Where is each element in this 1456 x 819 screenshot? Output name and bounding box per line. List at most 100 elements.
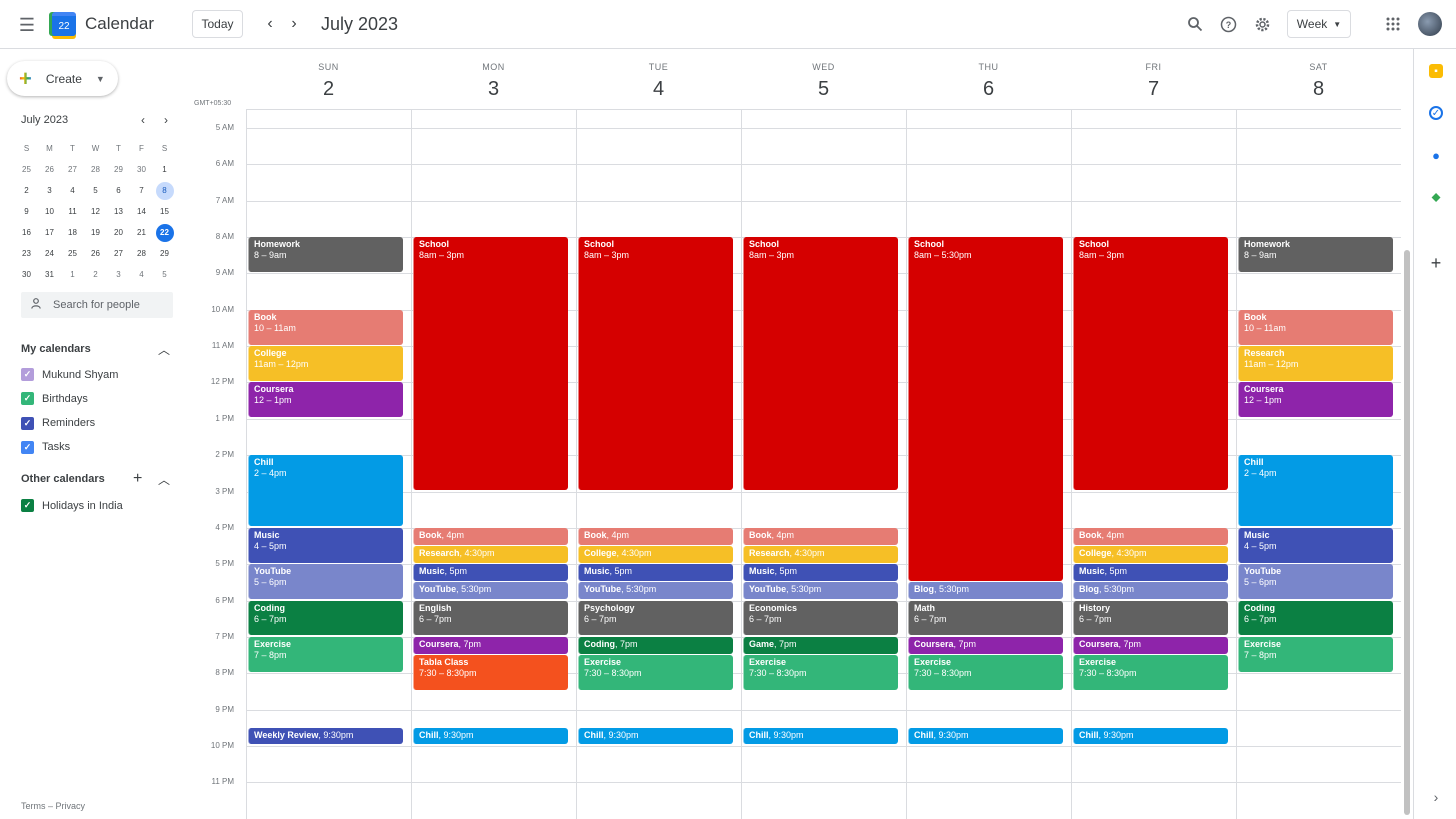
calendar-event[interactable]: Exercise 7:30 – 8:30pm (578, 655, 733, 690)
mini-day[interactable]: 24 (38, 249, 61, 258)
checkbox-icon[interactable]: ✓ (21, 416, 34, 430)
day-date[interactable]: 3 (487, 78, 500, 100)
calendar-event[interactable]: College, 4:30pm (578, 546, 733, 563)
mini-day[interactable]: 21 (130, 228, 153, 237)
calendar-event[interactable]: YouTube, 5:30pm (413, 582, 568, 600)
checkbox-icon[interactable]: ✓ (21, 440, 34, 454)
calendar-event[interactable]: Book 10 – 11am (248, 309, 403, 345)
mini-day[interactable]: 29 (153, 249, 176, 258)
mini-day[interactable]: 19 (84, 228, 107, 237)
mini-day[interactable]: 6 (107, 186, 130, 195)
calendar-event[interactable]: Coursera, 7pm (908, 636, 1063, 654)
calendar-event[interactable]: YouTube 5 – 6pm (1238, 564, 1393, 600)
calendar-event[interactable]: Music, 5pm (413, 564, 568, 581)
calendar-event[interactable]: Chill, 9:30pm (908, 727, 1063, 745)
mini-day[interactable]: 12 (84, 207, 107, 216)
calendar-event[interactable]: Exercise 7:30 – 8:30pm (1073, 655, 1228, 690)
day-date[interactable]: 2 (322, 78, 335, 100)
apps-grid-icon[interactable] (1382, 13, 1404, 35)
calendar-event[interactable]: Homework 8 – 9am (248, 237, 403, 272)
calendar-event[interactable]: Weekly Review, 9:30pm (248, 727, 403, 745)
contacts-icon[interactable]: ● (1429, 148, 1443, 163)
calendar-event[interactable]: Chill, 9:30pm (413, 727, 568, 745)
calendar-event[interactable]: YouTube, 5:30pm (743, 582, 898, 600)
mini-next-month-button[interactable]: › (164, 113, 168, 127)
mini-day[interactable]: 7 (130, 186, 153, 195)
calendar-event[interactable]: YouTube 5 – 6pm (248, 564, 403, 600)
mini-day[interactable]: 5 (153, 270, 176, 279)
app-title[interactable]: Calendar (85, 14, 154, 33)
calendar-item[interactable]: ✓ Holidays in India (21, 499, 123, 512)
calendar-item[interactable]: ✓ Birthdays (21, 392, 88, 406)
chevron-up-icon[interactable]: ︿ (158, 473, 171, 487)
mini-day[interactable]: 16 (15, 228, 38, 237)
mini-day[interactable]: 27 (61, 165, 84, 174)
calendar-event[interactable]: Exercise 7:30 – 8:30pm (908, 655, 1063, 690)
mini-day[interactable]: 15 (153, 207, 176, 216)
calendar-event[interactable]: Music, 5pm (743, 564, 898, 581)
mini-day[interactable]: 2 (84, 270, 107, 279)
calendar-event[interactable]: Economics 6 – 7pm (743, 600, 898, 636)
calendar-event[interactable]: Book 10 – 11am (1238, 309, 1393, 345)
main-menu-icon[interactable]: ☰ (18, 14, 36, 35)
day-header[interactable]: MON 3 (411, 62, 576, 101)
calendar-event[interactable]: Chill, 9:30pm (578, 727, 733, 745)
day-date[interactable]: 8 (1312, 78, 1325, 100)
calendar-event[interactable]: Book, 4pm (413, 527, 568, 545)
day-date[interactable]: 7 (1147, 78, 1160, 100)
calendar-event[interactable]: Exercise 7 – 8pm (1238, 636, 1393, 672)
calendar-event[interactable]: Coding 6 – 7pm (1238, 600, 1393, 636)
calendar-event[interactable]: School 8am – 3pm (1073, 237, 1228, 490)
calendar-event[interactable]: Music, 5pm (578, 564, 733, 581)
settings-gear-icon[interactable] (1251, 13, 1273, 35)
tasks-icon[interactable]: ✓ (1429, 106, 1443, 120)
calendar-event[interactable]: Music 4 – 5pm (248, 527, 403, 563)
mini-day[interactable]: 17 (38, 228, 61, 237)
calendar-event[interactable]: Blog, 5:30pm (1073, 582, 1228, 600)
calendar-event[interactable]: School 8am – 3pm (413, 237, 568, 490)
mini-day[interactable]: 28 (84, 165, 107, 174)
calendar-event[interactable]: Math 6 – 7pm (908, 600, 1063, 636)
grid-scrollbar[interactable] (1404, 250, 1410, 815)
calendar-event[interactable]: Coursera, 7pm (413, 636, 568, 654)
account-avatar[interactable] (1418, 12, 1442, 36)
mini-day[interactable]: 4 (61, 186, 84, 195)
calendar-event[interactable]: Psychology 6 – 7pm (578, 600, 733, 636)
calendar-event[interactable]: Research 11am – 12pm (1238, 346, 1393, 381)
calendar-event[interactable]: Research, 4:30pm (413, 546, 568, 563)
hide-panel-icon[interactable]: › (1429, 789, 1443, 805)
day-date[interactable]: 5 (817, 78, 830, 100)
add-addon-icon[interactable]: + (1429, 252, 1443, 273)
checkbox-icon[interactable]: ✓ (21, 499, 34, 512)
calendar-item[interactable]: ✓ Reminders (21, 416, 95, 430)
mini-day[interactable]: 30 (15, 270, 38, 279)
calendar-event[interactable]: College, 4:30pm (1073, 546, 1228, 563)
today-button[interactable]: Today (192, 10, 243, 38)
mini-day[interactable]: 28 (130, 249, 153, 258)
my-calendars-heading[interactable]: My calendars (21, 343, 91, 355)
calendar-event[interactable]: Chill, 9:30pm (743, 727, 898, 745)
create-button[interactable]: + Create ▼ (7, 61, 118, 96)
add-calendar-icon[interactable]: + (133, 470, 143, 487)
maps-icon[interactable]: ⬥ (1429, 189, 1443, 204)
other-calendars-heading[interactable]: Other calendars (21, 473, 105, 485)
chevron-up-icon[interactable]: ︿ (158, 343, 171, 357)
mini-day[interactable]: 26 (84, 249, 107, 258)
mini-day[interactable]: 1 (153, 165, 176, 174)
day-header[interactable]: WED 5 (741, 62, 906, 101)
day-header[interactable]: TUE 4 (576, 62, 741, 101)
calendar-event[interactable]: Coding, 7pm (578, 636, 733, 654)
calendar-logo-icon[interactable]: 22 (52, 12, 76, 36)
mini-day[interactable]: 3 (38, 186, 61, 195)
calendar-item[interactable]: ✓ Mukund Shyam (21, 368, 118, 381)
day-date[interactable]: 4 (652, 78, 665, 100)
day-header[interactable]: FRI 7 (1071, 62, 1236, 101)
calendar-event[interactable]: Homework 8 – 9am (1238, 237, 1393, 272)
calendar-item[interactable]: ✓ Tasks (21, 440, 70, 454)
mini-day[interactable]: 18 (61, 228, 84, 237)
calendar-event[interactable]: Chill 2 – 4pm (1238, 455, 1393, 527)
calendar-event[interactable]: History 6 – 7pm (1073, 600, 1228, 636)
calendar-event[interactable]: English 6 – 7pm (413, 600, 568, 636)
calendar-event[interactable]: Music 4 – 5pm (1238, 527, 1393, 563)
calendar-event[interactable]: Blog, 5:30pm (908, 582, 1063, 600)
